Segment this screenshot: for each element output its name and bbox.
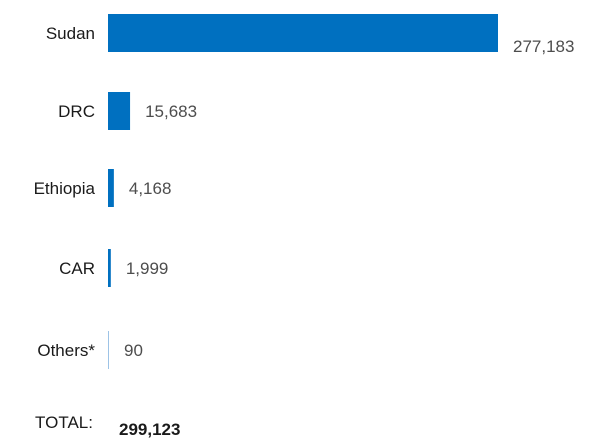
category-label: CAR	[59, 259, 95, 278]
value-label: 4,168	[129, 179, 172, 198]
value-label: 277,183	[513, 37, 574, 56]
category-label: DRC	[58, 102, 95, 121]
bar-drc	[108, 92, 131, 130]
bars-layer	[108, 14, 498, 369]
total-value: 299,123	[119, 420, 180, 439]
value-label: 90	[124, 341, 143, 360]
value-label: 1,999	[126, 259, 169, 278]
category-label: Sudan	[46, 24, 95, 43]
category-label: Others*	[37, 341, 95, 360]
bar-sudan	[108, 14, 498, 52]
value-label: 15,683	[145, 102, 197, 121]
bar-others	[108, 331, 109, 369]
category-label: Ethiopia	[34, 179, 96, 198]
total-row: TOTAL: 299,123	[35, 413, 180, 439]
bar-ethiopia	[108, 169, 114, 207]
bar-car	[108, 249, 111, 287]
labels-layer: Sudan 277,183 DRC 15,683 Ethiopia 4,168 CAR 1,9…	[34, 24, 575, 360]
total-label: TOTAL:	[35, 413, 93, 432]
